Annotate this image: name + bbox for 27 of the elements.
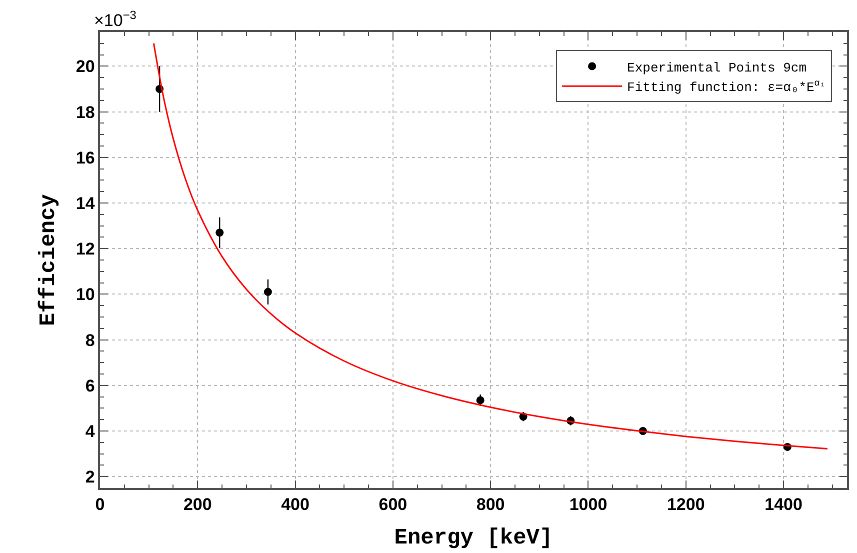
point bbox=[476, 396, 484, 404]
y-tick-label: 2 bbox=[85, 468, 95, 487]
x-tick-label: 1000 bbox=[569, 495, 608, 514]
point bbox=[216, 228, 224, 237]
y-tick-label: 18 bbox=[76, 102, 95, 122]
y-tick-label: 6 bbox=[85, 376, 95, 396]
y-tick-label: 4 bbox=[85, 422, 96, 441]
x-axis-title: Energy [keV] bbox=[394, 526, 553, 551]
line-series bbox=[152, 42, 828, 450]
y-tick-label: 16 bbox=[76, 148, 95, 168]
x-tick-label: 1200 bbox=[666, 495, 705, 514]
y-tick-label: 12 bbox=[76, 240, 95, 259]
point bbox=[264, 288, 272, 296]
x-tick-label: 600 bbox=[378, 495, 408, 514]
y-tick-label: 10 bbox=[76, 285, 95, 304]
y-tick-label: 8 bbox=[85, 330, 95, 350]
legend-label: Experimental Points 9cm bbox=[627, 60, 807, 76]
x-tick-label: 0 bbox=[95, 495, 105, 514]
x-tick-label: 1400 bbox=[764, 495, 802, 514]
x-tick-label: 400 bbox=[281, 495, 310, 514]
x-tick-label: 800 bbox=[476, 495, 505, 514]
y-axis-title: Efficiency bbox=[36, 194, 62, 326]
legend-label: Fitting function: ε=α₀*E$^{α₁}$ bbox=[627, 78, 826, 96]
x-tick-label: 200 bbox=[183, 495, 212, 514]
y-tick-label: 14 bbox=[76, 194, 96, 213]
text: ×10$^{−3}$ bbox=[94, 8, 137, 30]
y-tick-label: 20 bbox=[76, 57, 95, 76]
